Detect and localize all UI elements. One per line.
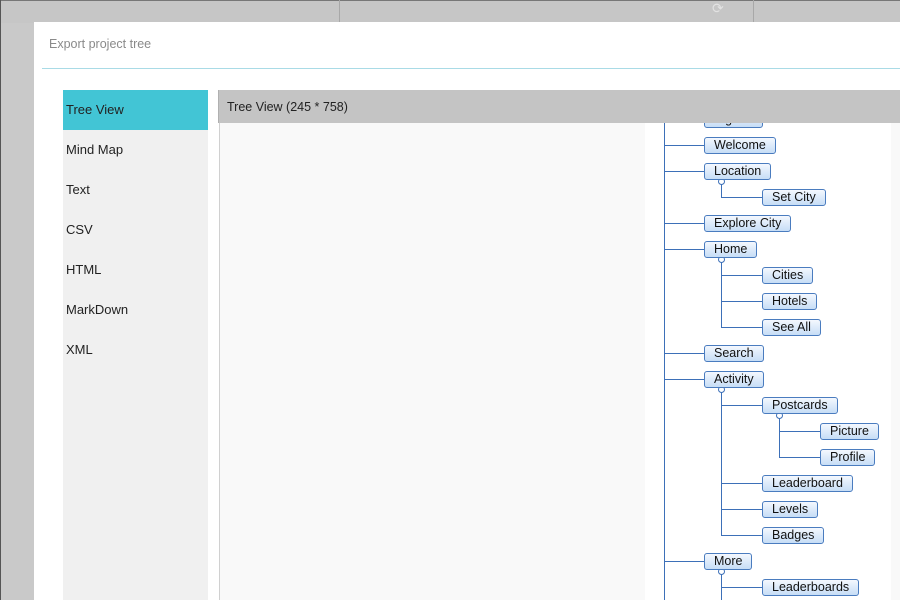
preview-title: Tree View (245 * 758) — [227, 100, 348, 114]
tree-node[interactable]: Hotels — [762, 293, 818, 310]
tree-connector — [664, 249, 704, 250]
refresh-icon: ⟳ — [712, 0, 724, 16]
tree-connector — [721, 483, 762, 484]
tree-connector — [664, 353, 704, 354]
tree-connector — [721, 535, 762, 536]
dialog-title: Export project tree — [49, 37, 152, 51]
tree-connector — [721, 572, 722, 600]
tree-connector — [721, 509, 762, 510]
tree-node[interactable]: Leaderboard — [762, 475, 853, 492]
tree-node[interactable]: Cities — [762, 267, 814, 284]
sidebar-item-csv[interactable]: CSV — [66, 222, 93, 237]
tree-node[interactable]: Leaderboards — [762, 579, 860, 596]
tree-preview[interactable]: Sign In Welcome Location Set City Explore Ci… — [645, 123, 891, 600]
tree-connector — [721, 390, 722, 535]
window-edge — [0, 0, 1, 600]
tree-node[interactable]: Welcome — [704, 137, 776, 154]
sidebar-item-mind-map[interactable]: Mind Map — [66, 142, 124, 157]
tree-node[interactable]: Set City — [762, 189, 826, 206]
divider — [339, 0, 340, 22]
tree-node[interactable]: Location — [704, 163, 772, 180]
tree-node[interactable]: Activity — [704, 371, 764, 388]
tree-connector — [721, 327, 762, 328]
tree-node[interactable]: Postcards — [762, 397, 838, 414]
tree-node[interactable]: Levels — [762, 501, 819, 518]
tree-node[interactable]: Badges — [762, 527, 825, 544]
tree-node[interactable]: See All — [762, 319, 821, 336]
tree-connector — [721, 182, 722, 197]
format-sidebar: Tree View Mind Map Text CSV HTML MarkDow… — [63, 90, 208, 600]
tree-node[interactable]: Profile — [820, 449, 876, 466]
tree-connector — [721, 197, 762, 198]
preview-header: Tree View (245 * 758) — [218, 90, 900, 123]
sidebar-item-html[interactable]: HTML — [66, 262, 102, 277]
tree-node[interactable]: Explore City — [704, 215, 792, 232]
tree-connector — [664, 561, 704, 562]
tree-connector — [721, 587, 762, 588]
tree-connector — [664, 223, 704, 224]
tree-connector — [721, 301, 762, 302]
sidebar-item-tree-view[interactable]: Tree View — [63, 90, 208, 130]
preview-canvas[interactable]: Sign In Welcome Location Set City Explore Ci… — [219, 123, 900, 600]
tree-connector — [779, 457, 820, 458]
tree-root-connector — [664, 123, 665, 600]
tree-connector — [664, 379, 704, 380]
tree-connector — [779, 431, 820, 432]
sidebar-item-text[interactable]: Text — [66, 182, 90, 197]
tree-node[interactable]: Home — [704, 241, 758, 258]
background-window-bar — [0, 0, 900, 23]
tree-connector — [721, 275, 762, 276]
sidebar-item-xml[interactable]: XML — [66, 342, 93, 357]
tree-connector — [664, 171, 704, 172]
title-divider — [42, 68, 900, 69]
tree-node[interactable]: More — [704, 553, 753, 570]
tree-connector — [721, 260, 722, 327]
tree-node[interactable]: Picture — [820, 423, 879, 440]
divider — [753, 0, 754, 22]
export-dialog: Export project tree Tree View Mind Map T… — [34, 22, 900, 600]
tree-node[interactable]: Search — [704, 345, 764, 362]
sidebar-item-markdown[interactable]: MarkDown — [66, 302, 129, 317]
tree-node[interactable]: Sign In — [704, 123, 763, 128]
tree-connector — [721, 405, 762, 406]
tree-connector — [664, 145, 704, 146]
tree-connector — [779, 416, 780, 457]
